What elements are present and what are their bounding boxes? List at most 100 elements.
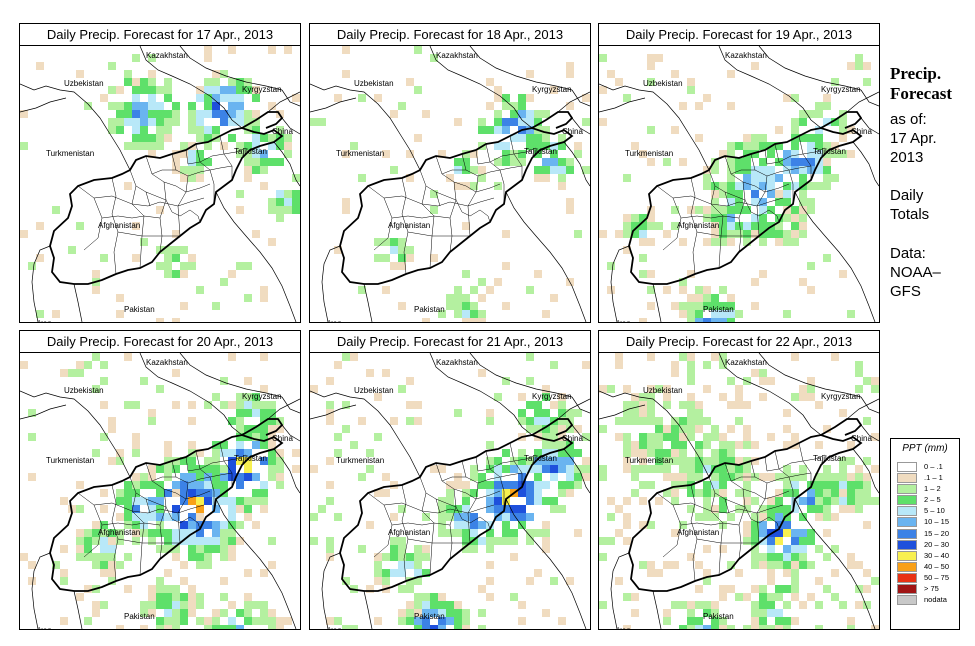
country-label-kyrgyzstan: Kyrgyzstan (821, 85, 861, 94)
province-border (690, 484, 698, 582)
precip-cells (20, 353, 300, 629)
province-border (93, 502, 133, 512)
country-border (652, 283, 662, 322)
country-border (794, 498, 876, 629)
sidebar-title-line1: Precip. (890, 64, 942, 83)
country-border (273, 141, 300, 187)
country-label-pakistan: Pakistan (703, 612, 734, 621)
legend-item: .1 – 1 (891, 472, 959, 484)
province-border (145, 191, 151, 207)
precip-cells (310, 353, 590, 629)
legend-item: 1 – 2 (891, 483, 959, 495)
province-border (509, 135, 523, 180)
country-border (321, 552, 341, 629)
province-border (710, 504, 784, 514)
country-label-kazakhstan: Kazakhstan (436, 51, 478, 60)
country-label-turkmenistan: Turkmenistan (336, 149, 384, 158)
province-border (441, 169, 466, 175)
as-of-year: 2013 (890, 149, 924, 166)
precip-map: Uzbekistan Kazakhstan Kyrgyzstan China Tajik… (599, 46, 879, 322)
country-border (321, 245, 341, 322)
legend-title: PPT (mm) (902, 443, 948, 454)
country-label-turkmenistan: Turkmenistan (336, 456, 384, 465)
province-border (111, 484, 119, 582)
country-border (758, 46, 862, 91)
legend-item: 50 – 75 (891, 572, 959, 583)
legend-item: 0 – .1 (891, 461, 959, 472)
legend-item: 40 – 50 (891, 561, 959, 572)
country-border (31, 245, 51, 322)
country-border (429, 353, 533, 436)
country-border (20, 404, 67, 420)
country-label-tajikistan: Tajikistan (813, 454, 846, 463)
province-border (513, 454, 537, 462)
province-border (766, 165, 812, 177)
country-label-kyrgyzstan: Kyrgyzstan (242, 392, 282, 401)
country-label-china: China (562, 434, 583, 443)
province-border (513, 147, 537, 155)
afghanistan-border (628, 127, 863, 285)
country-border (571, 396, 590, 414)
country-border (215, 191, 297, 322)
province-border (690, 177, 698, 275)
country-label-kazakhstan: Kazakhstan (146, 358, 188, 367)
country-label-iran: Iran (38, 319, 52, 322)
legend-label: 50 – 75 (924, 572, 950, 582)
country-border (571, 89, 590, 107)
province-border (744, 199, 780, 223)
legend-swatch (897, 572, 917, 583)
province-border (435, 191, 441, 207)
province-border (766, 472, 812, 484)
country-border (846, 398, 879, 420)
country-border (310, 404, 357, 420)
country-label-kazakhstan: Kazakhstan (725, 358, 767, 367)
province-border (145, 498, 151, 514)
country-border (860, 117, 879, 135)
province-border (750, 460, 768, 544)
country-border (281, 396, 300, 414)
legend-item: 2 – 5 (891, 494, 959, 506)
province-border (77, 185, 103, 251)
wakhan-border (820, 418, 863, 436)
province-border (489, 153, 515, 163)
panel-title: Daily Precip. Forecast for 20 Apr., 2013 (20, 331, 300, 353)
as-of-date: as of: 17 Apr. 2013 (890, 110, 975, 167)
country-label-afghanistan: Afghanistan (98, 221, 140, 230)
forecast-panel-4: Daily Precip. Forecast for 20 Apr., 2013… (19, 330, 301, 630)
legend-label: .1 – 1 (924, 473, 943, 483)
country-label-kyrgyzstan: Kyrgyzstan (532, 85, 572, 94)
precip-cells (599, 54, 871, 322)
country-border (599, 83, 710, 171)
province-border (475, 149, 491, 165)
country-label-kyrgyzstan: Kyrgyzstan (821, 392, 861, 401)
legend-label: > 75 (924, 584, 939, 594)
panel-title: Daily Precip. Forecast for 18 Apr., 2013 (310, 24, 590, 46)
country-label-iran: Iran (617, 626, 631, 629)
province-border (696, 231, 759, 237)
province-border (435, 498, 441, 514)
country-border (610, 552, 630, 629)
province-border (129, 169, 145, 269)
province-border (407, 231, 470, 237)
country-border (599, 390, 710, 478)
country-border (860, 396, 879, 414)
country-label-iran: Iran (328, 319, 342, 322)
province-border (185, 149, 201, 165)
legend-label: 10 – 15 (924, 517, 950, 527)
data-source-line3: GFS (890, 283, 921, 300)
legend-label: 0 – .1 (924, 462, 943, 471)
country-border (557, 398, 590, 420)
province-border (477, 472, 523, 484)
province-border (145, 155, 167, 253)
country-border (20, 390, 131, 478)
province-border (135, 185, 167, 201)
country-label-afghanistan: Afghanistan (388, 221, 430, 230)
daily-totals-note: Daily Totals (890, 186, 975, 224)
province-border (199, 460, 225, 470)
precip-map: Uzbekistan Kazakhstan Kyrgyzstan China Tajik… (310, 353, 590, 629)
province-border (151, 169, 176, 175)
country-border (599, 404, 646, 420)
province-border (435, 155, 457, 253)
precip-map: Uzbekistan Kazakhstan Kyrgyzstan China Tajik… (20, 353, 300, 629)
